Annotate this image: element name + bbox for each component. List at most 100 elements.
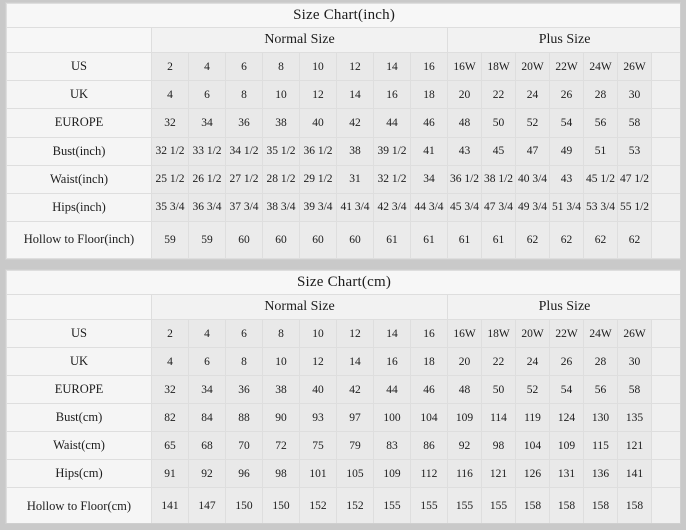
cell: 96 [225, 459, 263, 488]
cell: 54 [549, 375, 584, 404]
cell: 62 [617, 220, 652, 259]
cell: 88 [225, 403, 263, 432]
cell: 43 [549, 164, 584, 194]
cell: 38 [262, 375, 300, 404]
cell: 34 1/2 [225, 136, 263, 166]
cell: 26W [617, 319, 652, 348]
cell: 42 [336, 375, 374, 404]
cell: 152 [336, 487, 374, 523]
cell: 90 [262, 403, 300, 432]
cell: 48 [447, 108, 482, 138]
cell: 16 [373, 347, 411, 376]
cell: 62 [583, 220, 618, 259]
cell: 50 [481, 375, 516, 404]
cell: 22W [549, 52, 584, 82]
cell: 83 [373, 431, 411, 460]
row-label-hollow-to-floor: Hollow to Floor(inch) [6, 220, 152, 259]
cell-tail [650, 459, 680, 488]
row-label-bust: Bust(inch) [6, 136, 152, 166]
cell-tail [650, 192, 680, 222]
cell: 4 [151, 80, 189, 110]
cell: 30 [617, 347, 652, 376]
cell: 6 [225, 319, 263, 348]
cell: 47 1/2 [617, 164, 652, 194]
cell: 130 [583, 403, 618, 432]
cell: 45 [481, 136, 516, 166]
cell: 98 [262, 459, 300, 488]
cell: 18 [410, 80, 448, 110]
cell: 20 [447, 347, 482, 376]
cell: 26 [549, 80, 584, 110]
cell: 38 [262, 108, 300, 138]
cell: 2 [151, 52, 189, 82]
cell: 155 [481, 487, 516, 523]
row-label-waist: Waist(cm) [6, 431, 152, 460]
group-header-plus-size: Plus Size [446, 27, 680, 54]
cell: 39 3/4 [299, 192, 337, 222]
cell-tail [650, 375, 680, 404]
cell: 20W [515, 319, 550, 348]
group-header-row: Normal Size Plus Size [6, 294, 680, 320]
cell: 158 [515, 487, 550, 523]
cell: 4 [151, 347, 189, 376]
cell: 55 1/2 [617, 192, 652, 222]
cell: 29 1/2 [299, 164, 337, 194]
cell: 37 3/4 [225, 192, 263, 222]
cell: 6 [225, 52, 263, 82]
cell: 58 [617, 375, 652, 404]
cell: 49 [549, 136, 584, 166]
group-blank-cell [6, 294, 152, 320]
cell: 28 [583, 347, 618, 376]
cell: 32 1/2 [373, 164, 411, 194]
cell: 4 [188, 52, 226, 82]
row-label-us: US [6, 52, 152, 82]
cell: 14 [373, 319, 411, 348]
group-header-normal-size: Normal Size [151, 27, 448, 54]
cell: 28 1/2 [262, 164, 300, 194]
table-row: Hollow to Floor(cm) 141 147 150 150 152 … [6, 487, 680, 523]
cell: 48 [447, 375, 482, 404]
cell: 12 [299, 347, 337, 376]
cell: 45 3/4 [447, 192, 482, 222]
cell: 27 1/2 [225, 164, 263, 194]
cell-tail [650, 403, 680, 432]
cell: 50 [481, 108, 516, 138]
cell: 8 [225, 80, 263, 110]
cell: 61 [410, 220, 448, 259]
cell: 8 [225, 347, 263, 376]
cell: 24 [515, 80, 550, 110]
cell: 158 [549, 487, 584, 523]
table-row: Hips(cm) 91 92 96 98 101 105 109 112 116… [6, 459, 680, 488]
table-row: US 2 4 6 8 10 12 14 16 16W 18W 20W 22W 2… [6, 319, 680, 348]
cell-tail [650, 431, 680, 460]
table-row: Hips(inch) 35 3/4 36 3/4 37 3/4 38 3/4 3… [6, 192, 680, 222]
cell: 36 [225, 375, 263, 404]
cell: 47 3/4 [481, 192, 516, 222]
cell: 43 [447, 136, 482, 166]
cell: 26 1/2 [188, 164, 226, 194]
cell: 34 [188, 108, 226, 138]
cell: 101 [299, 459, 337, 488]
cell: 150 [262, 487, 300, 523]
table-row: Bust(inch) 32 1/2 33 1/2 34 1/2 35 1/2 3… [6, 136, 680, 166]
cell: 58 [617, 108, 652, 138]
cell: 32 [151, 375, 189, 404]
title-row: Size Chart(inch) [6, 3, 680, 29]
cell: 114 [481, 403, 516, 432]
cell: 8 [262, 319, 300, 348]
cell-tail [650, 487, 680, 523]
cell: 91 [151, 459, 189, 488]
cell: 92 [188, 459, 226, 488]
row-label-uk: UK [6, 80, 152, 110]
cell: 40 3/4 [515, 164, 550, 194]
cell: 65 [151, 431, 189, 460]
cell: 35 3/4 [151, 192, 189, 222]
table-row: EUROPE 32 34 36 38 40 42 44 46 48 50 52 … [6, 108, 680, 138]
cell: 109 [549, 431, 584, 460]
cell: 56 [583, 375, 618, 404]
cell: 18W [481, 52, 516, 82]
cell: 16 [410, 52, 448, 82]
cell: 126 [515, 459, 550, 488]
cell: 26 [549, 347, 584, 376]
cell: 59 [188, 220, 226, 259]
